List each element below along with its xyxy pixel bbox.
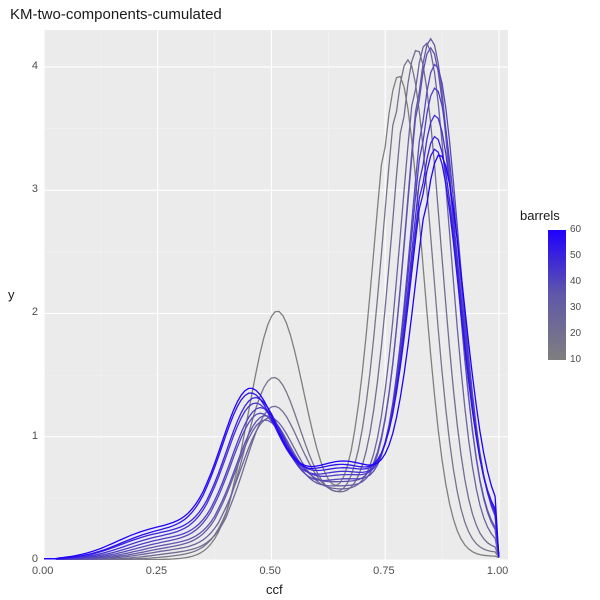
x-tick-label: 0.75 xyxy=(373,565,394,577)
y-tick-label: 0 xyxy=(18,553,38,565)
legend-tick-label: 20 xyxy=(570,328,581,339)
legend-tick-label: 60 xyxy=(570,224,581,235)
y-tick-label: 3 xyxy=(18,183,38,195)
legend-tick-label: 30 xyxy=(570,302,581,313)
y-tick-label: 1 xyxy=(18,430,38,442)
y-tick-label: 4 xyxy=(18,60,38,72)
y-axis-label: y xyxy=(8,287,15,302)
chart-title: KM-two-components-cumulated xyxy=(10,6,222,23)
x-tick-label: 0.00 xyxy=(32,565,53,577)
legend-title: barrels xyxy=(520,208,560,223)
plot-panel xyxy=(44,30,508,560)
y-tick-label: 2 xyxy=(18,306,38,318)
legend-tick-label: 40 xyxy=(570,276,581,287)
legend-tick-label: 50 xyxy=(570,250,581,261)
x-tick-label: 0.50 xyxy=(259,565,280,577)
x-tick-label: 1.00 xyxy=(487,565,508,577)
x-axis-label: ccf xyxy=(266,582,283,597)
legend-tick-label: 10 xyxy=(570,354,581,365)
x-tick-label: 0.25 xyxy=(146,565,167,577)
legend-colorbar xyxy=(548,230,566,360)
